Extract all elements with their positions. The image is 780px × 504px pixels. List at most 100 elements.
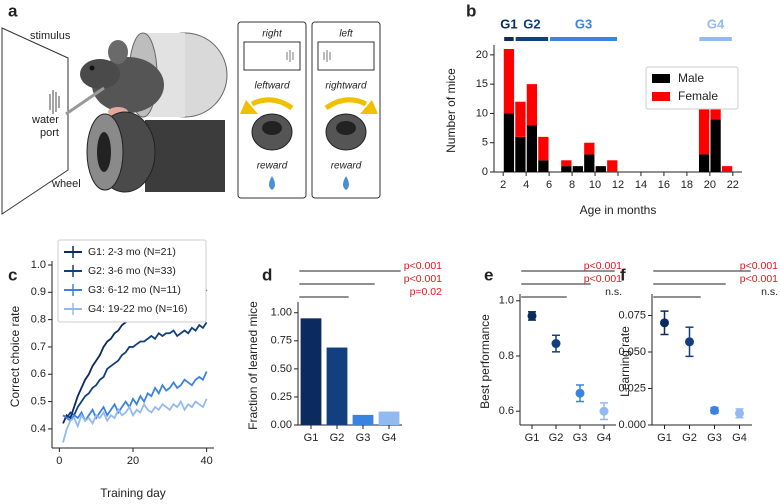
point	[660, 318, 669, 328]
legend-label: Female	[678, 89, 718, 103]
chart-panel: f 0.000 0.025 0.050 0.075 G1 G2 G3 G4 Learning ra…	[618, 260, 778, 444]
x-tick-label: 10	[589, 179, 601, 191]
x-tick-label: 4	[523, 179, 529, 191]
x-tick-label: G1	[525, 432, 540, 444]
y-tick-label: 15	[476, 78, 488, 90]
bar-segment	[572, 166, 583, 172]
y-tick-label: 0.75	[271, 335, 292, 347]
y-tick-label: 10	[476, 107, 488, 119]
x-tick-label: G2	[330, 432, 345, 444]
x-tick-label: G2	[549, 432, 564, 444]
legend-swatch	[652, 92, 670, 101]
x-tick-label: 6	[546, 179, 552, 191]
significance-label: p<0.001	[584, 260, 622, 272]
y-axis-label: Best performance	[478, 314, 492, 409]
chart-panel: b 0 5 10 15 20 2 4 6 8 10 12 14 16 18 20 22 Number of mic…	[444, 1, 742, 217]
chart-panel: c 0.4 0.5 0.6 0.7 0.8 0.9 1.0 0 20 40 Correct choic…	[8, 239, 214, 500]
screen-side: right	[262, 29, 283, 40]
water-label: water	[31, 114, 59, 126]
x-tick-label: 2	[500, 179, 506, 191]
x-tick-label: G4	[732, 432, 747, 444]
panel-label: f	[620, 265, 626, 284]
y-axis-label: Number of mice	[444, 68, 458, 153]
group-label: G4	[707, 16, 725, 31]
wheel-label: wheel	[51, 178, 81, 190]
turn-arrow	[250, 97, 294, 111]
mini-screen	[243, 41, 301, 71]
x-tick-label: G3	[573, 432, 588, 444]
outcome-label: reward	[257, 161, 288, 172]
x-tick-label: 0	[56, 455, 62, 467]
water-port	[65, 86, 105, 116]
y-tick-label: 0.025	[618, 382, 646, 394]
bar	[352, 414, 374, 425]
bar-segment	[561, 166, 572, 172]
y-axis-label: Fraction of learned mice	[246, 301, 260, 430]
x-tick-label: G1	[304, 432, 319, 444]
bar-segment	[710, 107, 721, 120]
x-tick-label: G4	[382, 432, 397, 444]
point	[575, 388, 585, 398]
bar-segment	[515, 136, 526, 172]
x-axis-label: Training day	[100, 486, 166, 500]
x-tick-label: 40	[201, 455, 213, 467]
group-bar	[699, 37, 732, 41]
arrow-head	[240, 100, 258, 114]
bar-segment	[503, 49, 515, 114]
y-tick-label: 0.50	[271, 363, 292, 375]
y-tick-label: 1.0	[499, 295, 514, 307]
base-box	[145, 120, 225, 192]
y-tick-label: 0.6	[499, 405, 514, 417]
y-tick-label: 0.075	[618, 309, 646, 321]
legend-swatch	[652, 74, 670, 83]
significance-label: p<0.001	[740, 273, 778, 285]
grating	[49, 90, 60, 114]
y-tick-label: 0.00	[271, 419, 292, 431]
legend-label: G2: 3-6 mo (N=33)	[88, 265, 176, 277]
bar-segment	[584, 154, 595, 172]
significance-label: p<0.001	[584, 273, 622, 285]
y-tick-label: 0.6	[31, 368, 46, 380]
point	[551, 339, 561, 349]
x-tick-label: G1	[657, 432, 672, 444]
group-label: G3	[575, 16, 592, 31]
screen-side: left	[339, 29, 354, 40]
series-line	[62, 321, 208, 420]
bar-segment	[698, 154, 710, 172]
turn-arrow	[324, 97, 368, 111]
bar-segment	[710, 119, 721, 172]
panel-label: a	[8, 1, 18, 20]
y-tick-label: 0.4	[31, 423, 46, 435]
y-tick-label: 0.8	[31, 314, 46, 326]
water-drop	[269, 176, 275, 190]
x-axis-label: Age in months	[580, 203, 657, 217]
y-tick-label: 0.000	[618, 419, 646, 431]
bar	[300, 318, 322, 425]
y-tick-label: 1.00	[271, 307, 292, 319]
series-line	[62, 398, 208, 443]
bar-segment	[607, 160, 618, 172]
port-label: port	[40, 127, 59, 139]
x-tick-label: G4	[597, 432, 612, 444]
outcome-label: reward	[331, 161, 362, 172]
turn-label: rightward	[325, 81, 367, 92]
x-tick-label: 8	[569, 179, 575, 191]
mouse-head	[80, 59, 120, 89]
bar-segment	[595, 166, 606, 172]
bar-segment	[538, 136, 549, 161]
point	[735, 408, 744, 418]
mini-grating	[286, 50, 294, 62]
task-panel: left rightward reward	[311, 21, 381, 199]
y-tick-label: 1.0	[31, 259, 46, 271]
significance-label: p<0.001	[404, 273, 442, 285]
stimulus-label: stimulus	[30, 30, 71, 42]
significance-label: p<0.001	[740, 260, 778, 272]
significance-label: n.s.	[761, 286, 778, 298]
y-tick-label: 0.8	[499, 350, 514, 362]
group-label: G1	[500, 16, 517, 31]
screen	[1, 27, 69, 215]
x-tick-label: 22	[727, 179, 739, 191]
bar	[326, 347, 348, 425]
